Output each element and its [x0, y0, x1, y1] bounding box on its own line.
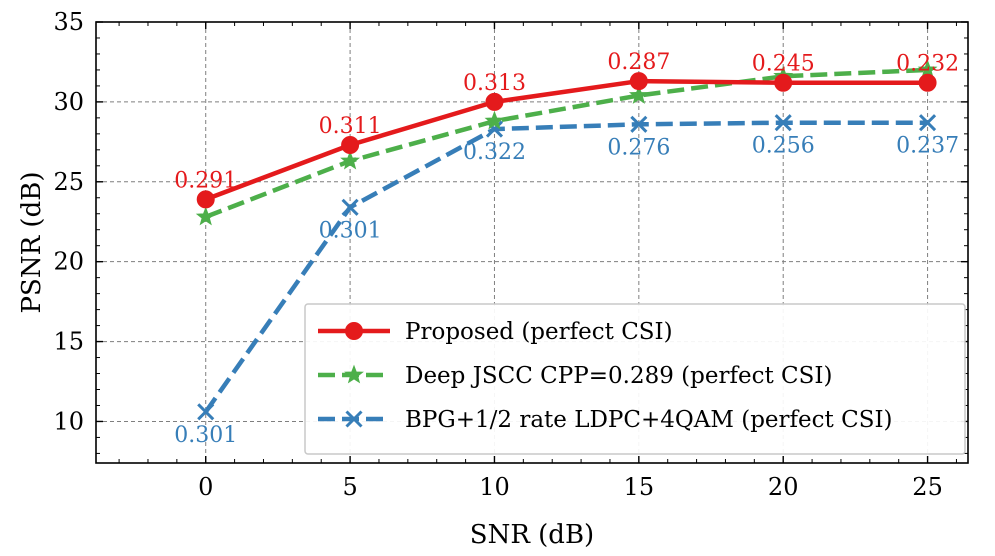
- y-tick-label: 25: [53, 168, 84, 196]
- legend-box: [304, 303, 966, 455]
- series-line: [203, 120, 928, 414]
- data-label: 0.313: [463, 71, 526, 96]
- legend-entry: Deep JSCC CPP=0.289 (perfect CSI): [318, 363, 832, 389]
- x-marker-stroke: [630, 115, 648, 133]
- series-1: [196, 72, 937, 209]
- series-marker: [917, 59, 938, 79]
- series-marker: [341, 136, 360, 155]
- data-label: 0.232: [896, 52, 959, 77]
- legend-label: Proposed (perfect CSI): [405, 319, 673, 345]
- data-label: 0.276: [607, 135, 670, 160]
- x-marker-stroke: [345, 410, 363, 428]
- x-marker-stroke: [485, 120, 504, 138]
- series-marker: [628, 85, 649, 104]
- data-labels: 0.301 0.301 0.322 0.276 0.256 0.237 0.291 0.311…: [174, 50, 959, 448]
- series-line: [204, 78, 928, 202]
- series-marker: [919, 114, 937, 132]
- data-label: 0.311: [319, 114, 382, 139]
- series-marker: [629, 72, 648, 91]
- x-marker-stroke: [341, 198, 359, 216]
- series-marker: [774, 73, 793, 92]
- legend: Proposed (perfect CSI) Deep JSCC CPP=0.28…: [304, 303, 966, 455]
- series-marker: [340, 150, 361, 170]
- y-tick-label: 15: [53, 328, 84, 356]
- data-label: 0.301: [174, 423, 237, 448]
- data-label: 0.245: [752, 52, 815, 77]
- x-marker-stroke: [919, 114, 937, 132]
- series-marker: [630, 115, 648, 133]
- plot-frame: [95, 21, 969, 464]
- series-marker: [774, 114, 792, 132]
- series-marker: [195, 206, 216, 226]
- legend-entry: Proposed (perfect CSI): [318, 319, 673, 345]
- series-marker: [918, 73, 937, 92]
- series-line: [204, 67, 928, 219]
- y-tick-label: 10: [53, 407, 84, 435]
- series-marker: [197, 403, 215, 421]
- y-tick-label: 30: [53, 88, 84, 116]
- y-tick-label: 35: [53, 8, 84, 36]
- x-tick-label: 20: [768, 473, 799, 501]
- series-3: [197, 114, 937, 421]
- legend-entry: BPG+1/2 rate LDPC+4QAM (perfect CSI): [318, 407, 893, 433]
- series-marker: [485, 92, 504, 111]
- data-label: 0.291: [174, 168, 237, 193]
- x-tick-label: 10: [479, 473, 510, 501]
- legend-marker: [344, 364, 364, 384]
- series-marker: [341, 198, 359, 216]
- x-marker-stroke: [774, 114, 792, 132]
- data-label: 0.322: [463, 140, 526, 165]
- axis-ticks: 0 5 10 15 20 25 10 15 20 25 30 35: [53, 8, 968, 501]
- data-label: 0.237: [896, 134, 959, 159]
- legend-label: Deep JSCC CPP=0.289 (perfect CSI): [405, 363, 832, 389]
- x-tick-label: 15: [624, 473, 655, 501]
- data-label: 0.287: [607, 50, 670, 75]
- legend-label: BPG+1/2 rate LDPC+4QAM (perfect CSI): [405, 407, 893, 433]
- x-tick-label: 0: [198, 473, 213, 501]
- y-axis-label: PSNR (dB): [17, 172, 47, 314]
- series-marker: [484, 110, 505, 130]
- data-label: 0.301: [319, 218, 382, 243]
- y-tick-label: 20: [53, 248, 84, 276]
- x-tick-label: 25: [912, 473, 943, 501]
- legend-marker: [345, 322, 363, 340]
- x-axis-label: SNR (dB): [470, 520, 594, 550]
- legend-marker: [345, 410, 363, 428]
- series-2: [195, 59, 938, 226]
- x-marker-stroke: [197, 403, 215, 421]
- series-marker: [196, 190, 215, 209]
- data-label: 0.256: [752, 134, 815, 159]
- series-layer: [195, 59, 938, 421]
- x-tick-label: 5: [342, 473, 357, 501]
